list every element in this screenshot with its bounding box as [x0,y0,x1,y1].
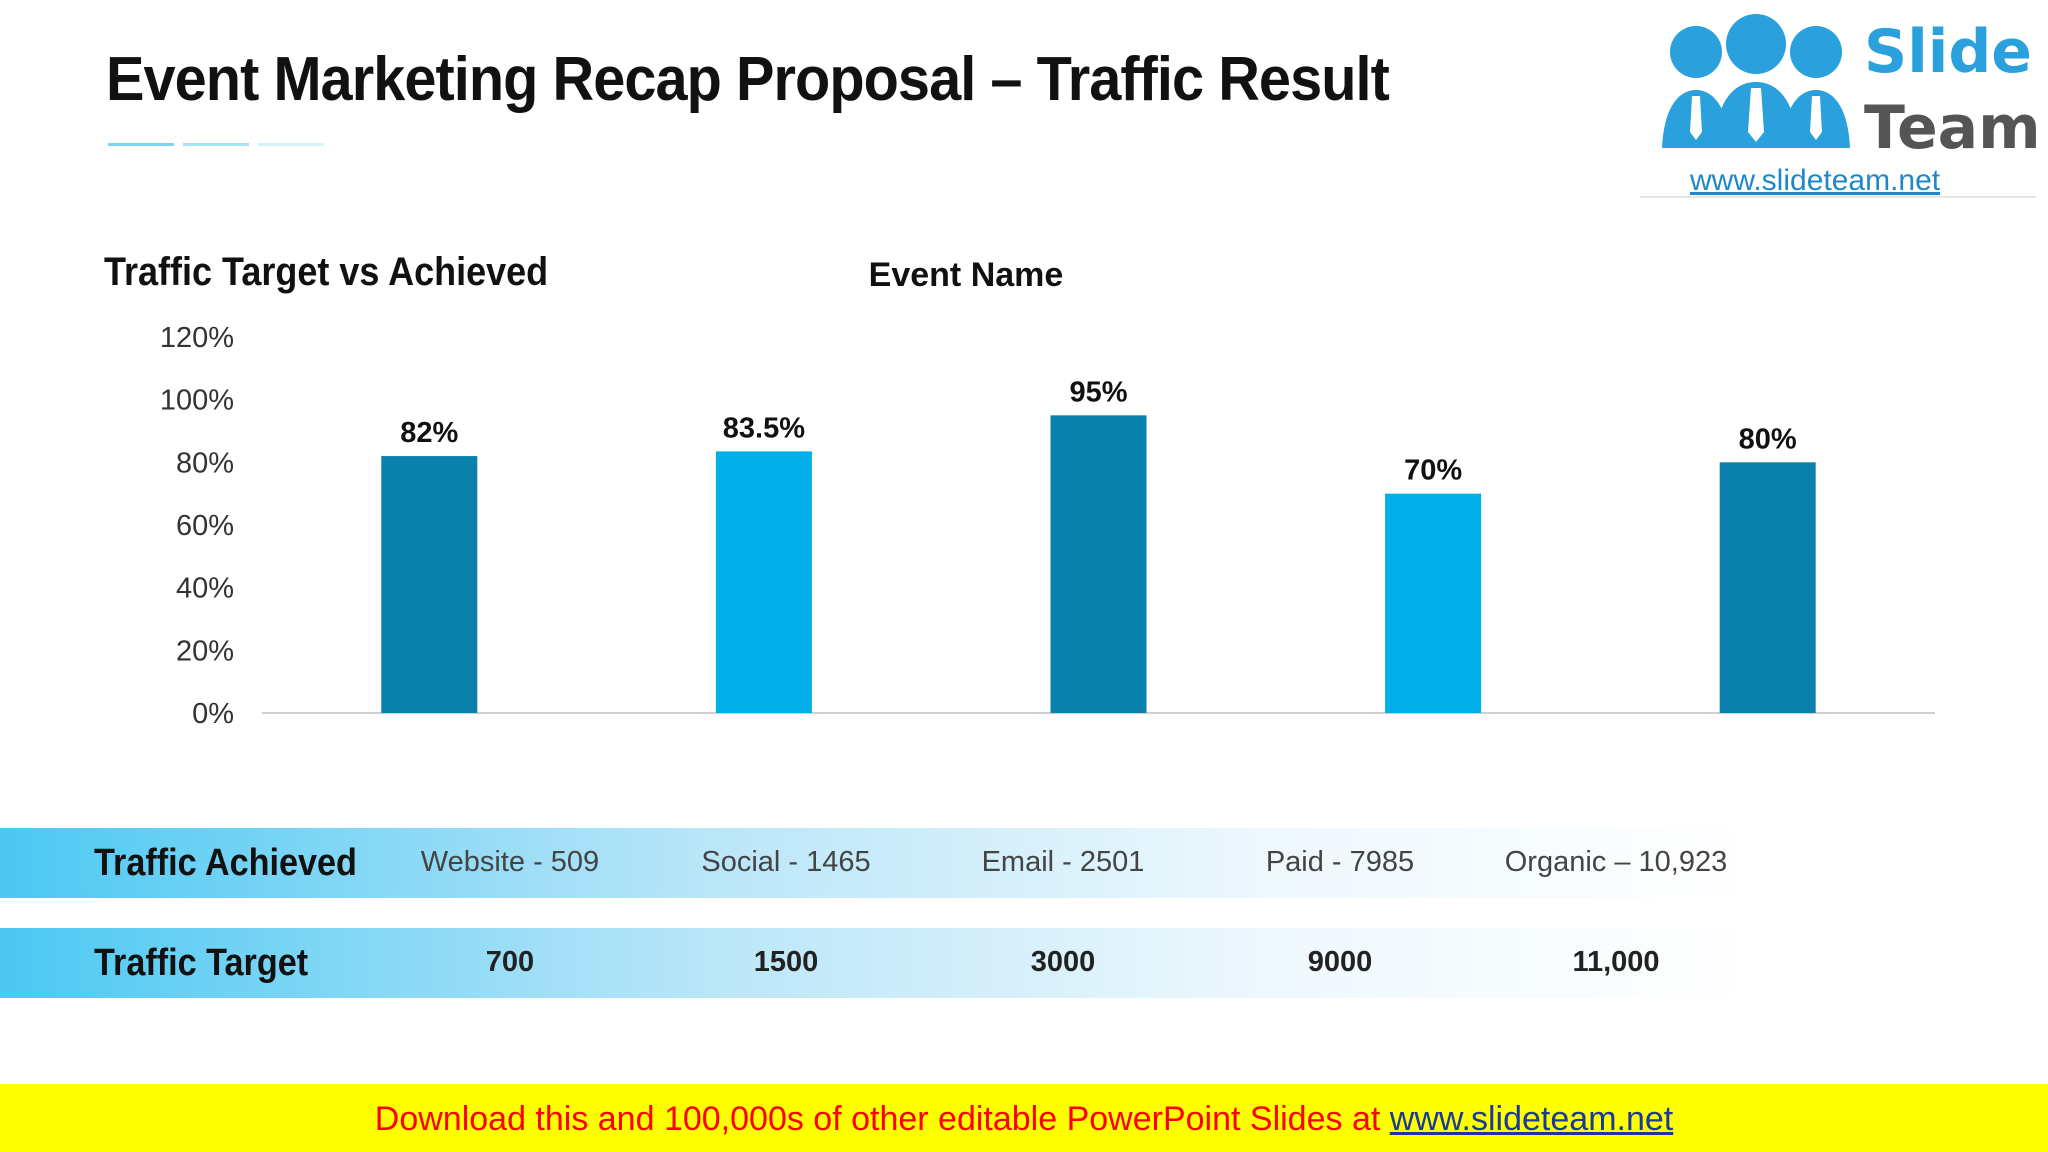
bar-website [381,456,478,713]
bar-chart: Event Name 0% 20% 40% 60% 80% 100% 120% 82% 83.5%… [160,256,1935,730]
logo-word-slide: Slide [1864,17,2032,87]
target-email: 3000 [1030,946,1096,978]
title-accent-rule-3 [258,143,324,146]
traffic-target-label: Traffic Target [94,942,309,984]
bar-email [1050,415,1147,713]
target-website: 700 [485,946,535,978]
download-banner: Download this and 100,000s of other edit… [0,1084,2048,1152]
y-tick-label: 20% [176,635,234,667]
y-tick-label: 120% [160,322,234,354]
data-label: 83.5% [723,412,805,444]
target-organic: 11,000 [1572,946,1660,978]
chart-title: Event Name [869,256,1064,294]
y-tick-label: 0% [192,698,234,730]
traffic-achieved-row: Traffic Achieved Website - 509 Social - … [0,828,1760,898]
download-banner-text: Download this and 100,000s of other edit… [0,1100,2048,1139]
y-tick-label: 40% [176,573,234,605]
target-paid: 9000 [1307,946,1373,978]
download-banner-link[interactable]: www.slideteam.net [1389,1100,1674,1138]
slide-title: Event Marketing Recap Proposal – Traffic… [106,45,1390,114]
people-icon [1662,14,1850,148]
traffic-achieved-label: Traffic Achieved [94,842,357,884]
achieved-email: Email - 2501 [981,846,1145,878]
data-label: 82% [400,417,458,449]
bar-paid [1385,493,1482,713]
slideteam-logo: Slide Team www.slideteam.net [1640,0,2041,198]
traffic-target-row: Traffic Target 700 1500 3000 9000 11,000 [0,928,1760,998]
title-accent-rule-2 [183,143,249,146]
achieved-paid: Paid - 7985 [1265,846,1415,878]
bar-social [715,451,812,713]
data-label: 95% [1069,376,1127,408]
achieved-organic: Organic – 10,923 [1504,846,1728,878]
chart-heading: Traffic Target vs Achieved [104,250,549,294]
logo-word-team: Team [1864,93,2041,163]
y-tick-label: 60% [176,510,234,542]
achieved-social: Social - 1465 [701,846,871,878]
download-banner-message: Download this and 100,000s of other edit… [374,1100,1390,1138]
logo-url-link[interactable]: www.slideteam.net [1690,164,1941,197]
data-label: 80% [1739,423,1797,455]
data-label: 70% [1404,455,1462,487]
target-social: 1500 [753,946,819,978]
achieved-website: Website - 509 [420,846,600,878]
title-accent-rule-1 [108,143,174,146]
bar-organic [1719,462,1816,713]
y-tick-label: 80% [176,447,234,479]
y-tick-label: 100% [160,385,234,417]
